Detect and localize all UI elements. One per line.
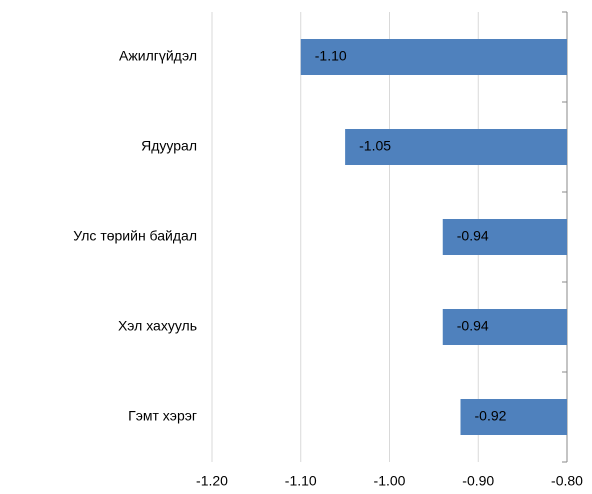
bar [460,399,567,435]
y-tick-label: Гэмт хэрэг [128,408,197,424]
bar [442,219,567,255]
x-tick-label: -1.20 [196,473,228,489]
y-tick-label: Ажилгүйдэл [119,48,197,64]
data-label: -1.05 [359,138,391,154]
data-label: -0.92 [475,408,507,424]
data-label: -0.94 [457,228,489,244]
data-label: -0.94 [457,318,489,334]
bar [300,39,567,75]
x-tick-label: -0.80 [551,473,583,489]
y-tick-label: Ядуурал [141,138,197,154]
data-label: -1.10 [315,48,347,64]
x-tick-label: -1.10 [285,473,317,489]
y-tick-label: Улс төрийн байдал [73,228,197,244]
y-tick-label: Хэл хахууль [118,318,197,334]
x-tick-label: -1.00 [374,473,406,489]
bar [442,309,567,345]
bar [345,129,567,165]
x-tick-label: -0.90 [462,473,494,489]
